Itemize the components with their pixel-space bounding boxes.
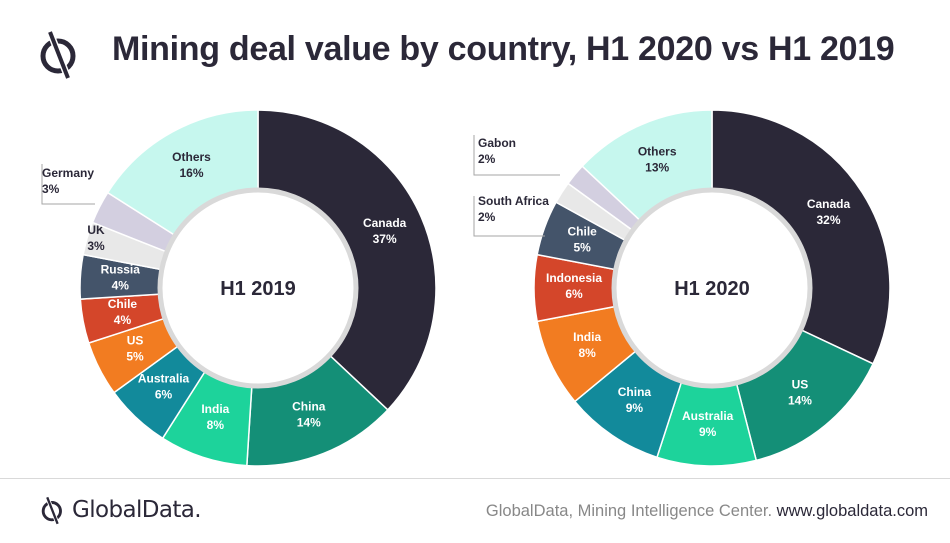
slice-label-russia: Russia bbox=[101, 262, 141, 276]
slice-label-gabon: Gabon bbox=[478, 136, 516, 150]
slice-label-india: India bbox=[201, 402, 229, 416]
slice-label-australia: Australia bbox=[682, 409, 734, 423]
donut-hole bbox=[611, 187, 813, 389]
footer-brand: GlobalData. bbox=[40, 495, 202, 525]
slice-value-uk: 3% bbox=[87, 239, 105, 253]
brand-name: GlobalData. bbox=[72, 497, 202, 523]
slice-label-china: China bbox=[292, 399, 326, 413]
slice-label-canada: Canada bbox=[807, 197, 851, 211]
slice-value-others: 16% bbox=[180, 166, 204, 180]
source-text: GlobalData, Mining Intelligence Center. bbox=[485, 502, 773, 520]
slice-value-india: 8% bbox=[207, 418, 225, 432]
slice-value-indonesia: 6% bbox=[565, 287, 583, 301]
slice-label-australia: Australia bbox=[138, 372, 190, 386]
slice-label-germany: Germany bbox=[42, 166, 94, 180]
slice-value-australia: 6% bbox=[155, 388, 173, 402]
slice-label-others: Others bbox=[638, 144, 677, 158]
slice-value-china: 14% bbox=[297, 415, 321, 429]
header: Mining deal value by country, H1 2020 vs… bbox=[0, 0, 950, 90]
chart-title: Mining deal value by country, H1 2020 vs… bbox=[112, 30, 895, 68]
slice-value-us: 14% bbox=[788, 393, 812, 407]
slice-label-south-africa: South Africa bbox=[478, 194, 549, 208]
donut-center-label: H1 2019 bbox=[220, 278, 296, 300]
slice-value-chile: 5% bbox=[573, 240, 591, 254]
slice-label-uk: UK bbox=[87, 223, 105, 237]
slice-value-gabon: 2% bbox=[478, 152, 496, 166]
donut-hole bbox=[157, 187, 359, 389]
slice-label-canada: Canada bbox=[363, 216, 407, 230]
slice-value-australia: 9% bbox=[699, 425, 717, 439]
slice-value-south-africa: 2% bbox=[478, 210, 496, 224]
slice-label-china: China bbox=[618, 385, 652, 399]
slice-label-chile: Chile bbox=[108, 297, 138, 311]
callout-line-south-africa bbox=[473, 196, 545, 237]
globaldata-brand-icon bbox=[41, 496, 62, 525]
globaldata-logo-icon bbox=[40, 30, 76, 80]
slice-value-russia: 4% bbox=[112, 278, 130, 292]
donut-charts: Canada 37% China 14% India 8% Australia 6% US 5% C… bbox=[41, 109, 891, 467]
slice-label-us: US bbox=[792, 377, 809, 391]
slice-label-others: Others bbox=[172, 150, 211, 164]
slice-value-others: 13% bbox=[645, 160, 669, 174]
footer-divider bbox=[0, 478, 950, 479]
slice-label-chile: Chile bbox=[567, 224, 597, 238]
slice-value-chile: 4% bbox=[114, 313, 132, 327]
slice-label-us: US bbox=[127, 334, 144, 348]
slice-label-india: India bbox=[573, 330, 601, 344]
callout-line-germany bbox=[41, 164, 95, 205]
source-note: GlobalData, Mining Intelligence Center. … bbox=[486, 502, 928, 521]
source-link[interactable]: www.globaldata.com bbox=[776, 502, 928, 520]
callout-line-gabon bbox=[473, 135, 560, 176]
slice-value-us: 5% bbox=[126, 350, 144, 364]
donut-center-label: H1 2020 bbox=[674, 278, 750, 300]
slice-value-india: 8% bbox=[578, 346, 596, 360]
slice-value-china: 9% bbox=[626, 401, 644, 415]
slice-label-indonesia: Indonesia bbox=[546, 271, 602, 285]
slice-value-canada: 37% bbox=[373, 232, 397, 246]
slice-value-canada: 32% bbox=[817, 213, 841, 227]
slice-value-germany: 3% bbox=[42, 182, 60, 196]
